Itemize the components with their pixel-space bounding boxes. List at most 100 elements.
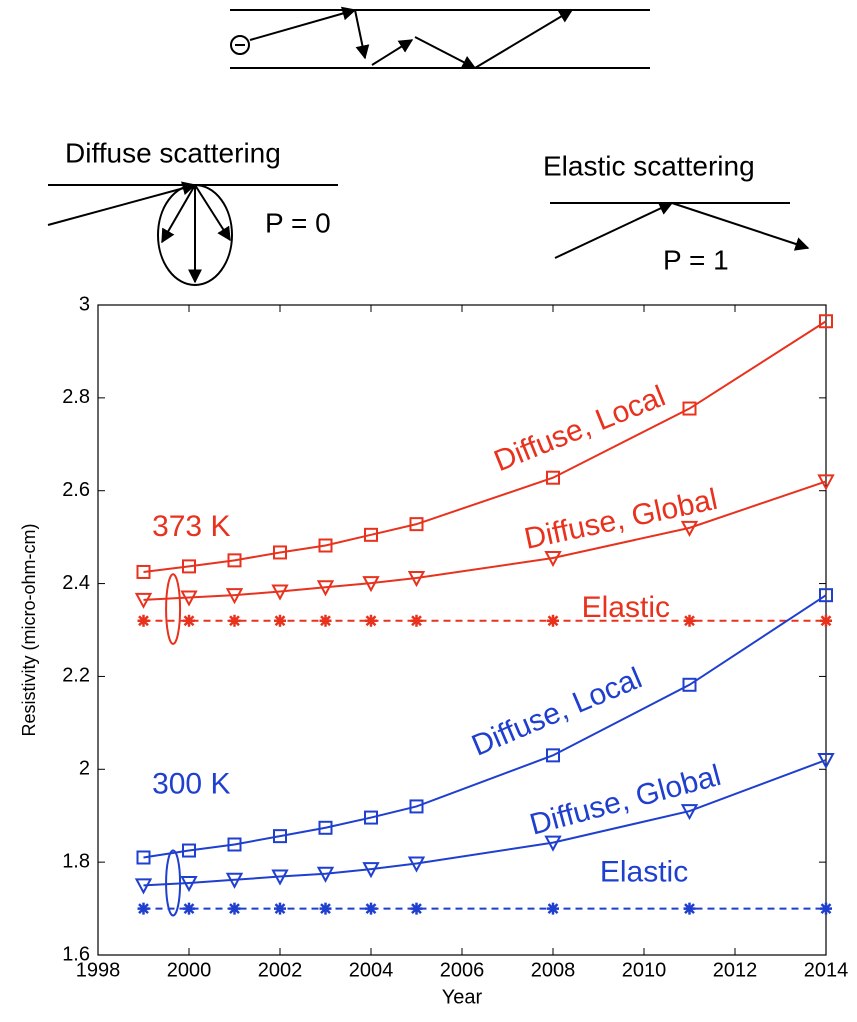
annotation: 373 K bbox=[152, 510, 230, 543]
marker bbox=[183, 902, 195, 915]
series bbox=[134, 474, 835, 609]
x-tick-label: 1998 bbox=[76, 959, 121, 981]
marker bbox=[228, 902, 241, 915]
series bbox=[134, 753, 835, 895]
marker bbox=[182, 559, 196, 574]
marker bbox=[409, 517, 424, 532]
marker bbox=[271, 584, 289, 601]
marker bbox=[365, 902, 377, 915]
elastic-p: P = 1 bbox=[663, 244, 729, 275]
marker bbox=[180, 876, 198, 893]
marker bbox=[364, 810, 378, 825]
series-line bbox=[143, 480, 827, 601]
marker bbox=[182, 843, 196, 858]
x-tick-label: 2000 bbox=[167, 959, 212, 981]
marker bbox=[409, 799, 424, 814]
marker bbox=[407, 856, 426, 873]
marker bbox=[136, 850, 151, 865]
group-ellipse bbox=[165, 849, 182, 917]
marker bbox=[227, 837, 242, 852]
series bbox=[136, 588, 833, 865]
marker bbox=[546, 470, 560, 485]
marker bbox=[407, 571, 426, 588]
marker bbox=[817, 474, 835, 491]
series-line bbox=[143, 320, 827, 573]
marker bbox=[362, 576, 380, 593]
marker bbox=[137, 614, 150, 627]
y-tick-label: 2.8 bbox=[62, 386, 90, 408]
marker bbox=[273, 545, 287, 560]
x-tick-label: 2012 bbox=[713, 959, 758, 981]
marker bbox=[365, 614, 377, 627]
marker bbox=[546, 748, 560, 763]
x-tick-label: 2006 bbox=[440, 959, 485, 981]
elastic-title: Elastic scattering bbox=[543, 150, 755, 181]
marker bbox=[271, 869, 289, 886]
series-label: Diffuse, Global bbox=[522, 483, 721, 556]
x-tick-label: 2002 bbox=[258, 959, 303, 981]
marker bbox=[274, 902, 286, 915]
marker bbox=[820, 614, 832, 627]
series-label: Diffuse, Global bbox=[526, 759, 724, 842]
marker bbox=[316, 866, 335, 883]
y-tick-label: 2 bbox=[79, 758, 90, 780]
marker bbox=[819, 588, 833, 603]
marker bbox=[180, 590, 198, 607]
marker bbox=[273, 829, 287, 844]
series-line bbox=[143, 759, 827, 887]
marker bbox=[134, 592, 153, 609]
y-tick-label: 3 bbox=[79, 293, 90, 315]
marker bbox=[682, 401, 697, 416]
annotation: 300 K bbox=[152, 767, 230, 800]
marker bbox=[319, 614, 332, 627]
marker bbox=[683, 902, 696, 915]
marker bbox=[136, 564, 151, 579]
marker bbox=[318, 538, 333, 553]
series bbox=[137, 902, 832, 915]
y-tick-label: 1.8 bbox=[62, 850, 90, 872]
marker bbox=[817, 753, 835, 770]
x-axis-label: Year bbox=[442, 986, 483, 1008]
marker bbox=[410, 902, 423, 915]
series-line bbox=[143, 594, 827, 859]
y-tick-label: 1.6 bbox=[62, 943, 90, 965]
marker bbox=[544, 551, 562, 568]
marker bbox=[683, 614, 696, 627]
series-label: Diffuse, Local bbox=[467, 662, 647, 763]
marker bbox=[362, 862, 380, 879]
marker bbox=[410, 614, 423, 627]
marker bbox=[544, 835, 562, 852]
marker bbox=[680, 804, 699, 821]
x-tick-label: 2008 bbox=[531, 959, 576, 981]
marker bbox=[316, 580, 335, 597]
marker bbox=[225, 588, 244, 605]
x-tick-label: 2014 bbox=[804, 959, 849, 981]
diffuse-p: P = 0 bbox=[265, 207, 331, 238]
y-axis-label: Resistivity (micro-ohm-cm) bbox=[19, 524, 39, 737]
y-tick-label: 2.6 bbox=[62, 479, 90, 501]
marker bbox=[682, 677, 697, 692]
marker bbox=[227, 553, 242, 568]
diffuse-diagram: Diffuse scattering P = 0 bbox=[47, 137, 338, 286]
marker bbox=[547, 902, 559, 915]
marker bbox=[819, 314, 833, 329]
x-tick-label: 2010 bbox=[622, 959, 667, 981]
marker bbox=[274, 614, 286, 627]
series-label: Elastic bbox=[582, 591, 670, 624]
series bbox=[137, 614, 832, 627]
marker bbox=[228, 614, 241, 627]
diffuse-title: Diffuse scattering bbox=[65, 137, 281, 168]
marker bbox=[547, 614, 559, 627]
channel-diagram bbox=[230, 6, 650, 69]
marker bbox=[318, 820, 333, 835]
marker bbox=[820, 902, 832, 915]
y-tick-label: 2.4 bbox=[62, 572, 90, 594]
marker bbox=[680, 520, 699, 537]
marker bbox=[183, 614, 195, 627]
x-tick-label: 2004 bbox=[349, 959, 394, 981]
marker bbox=[137, 902, 150, 915]
y-tick-label: 2.2 bbox=[62, 665, 90, 687]
elastic-diagram: Elastic scattering P = 1 bbox=[543, 150, 810, 275]
marker bbox=[225, 872, 244, 889]
